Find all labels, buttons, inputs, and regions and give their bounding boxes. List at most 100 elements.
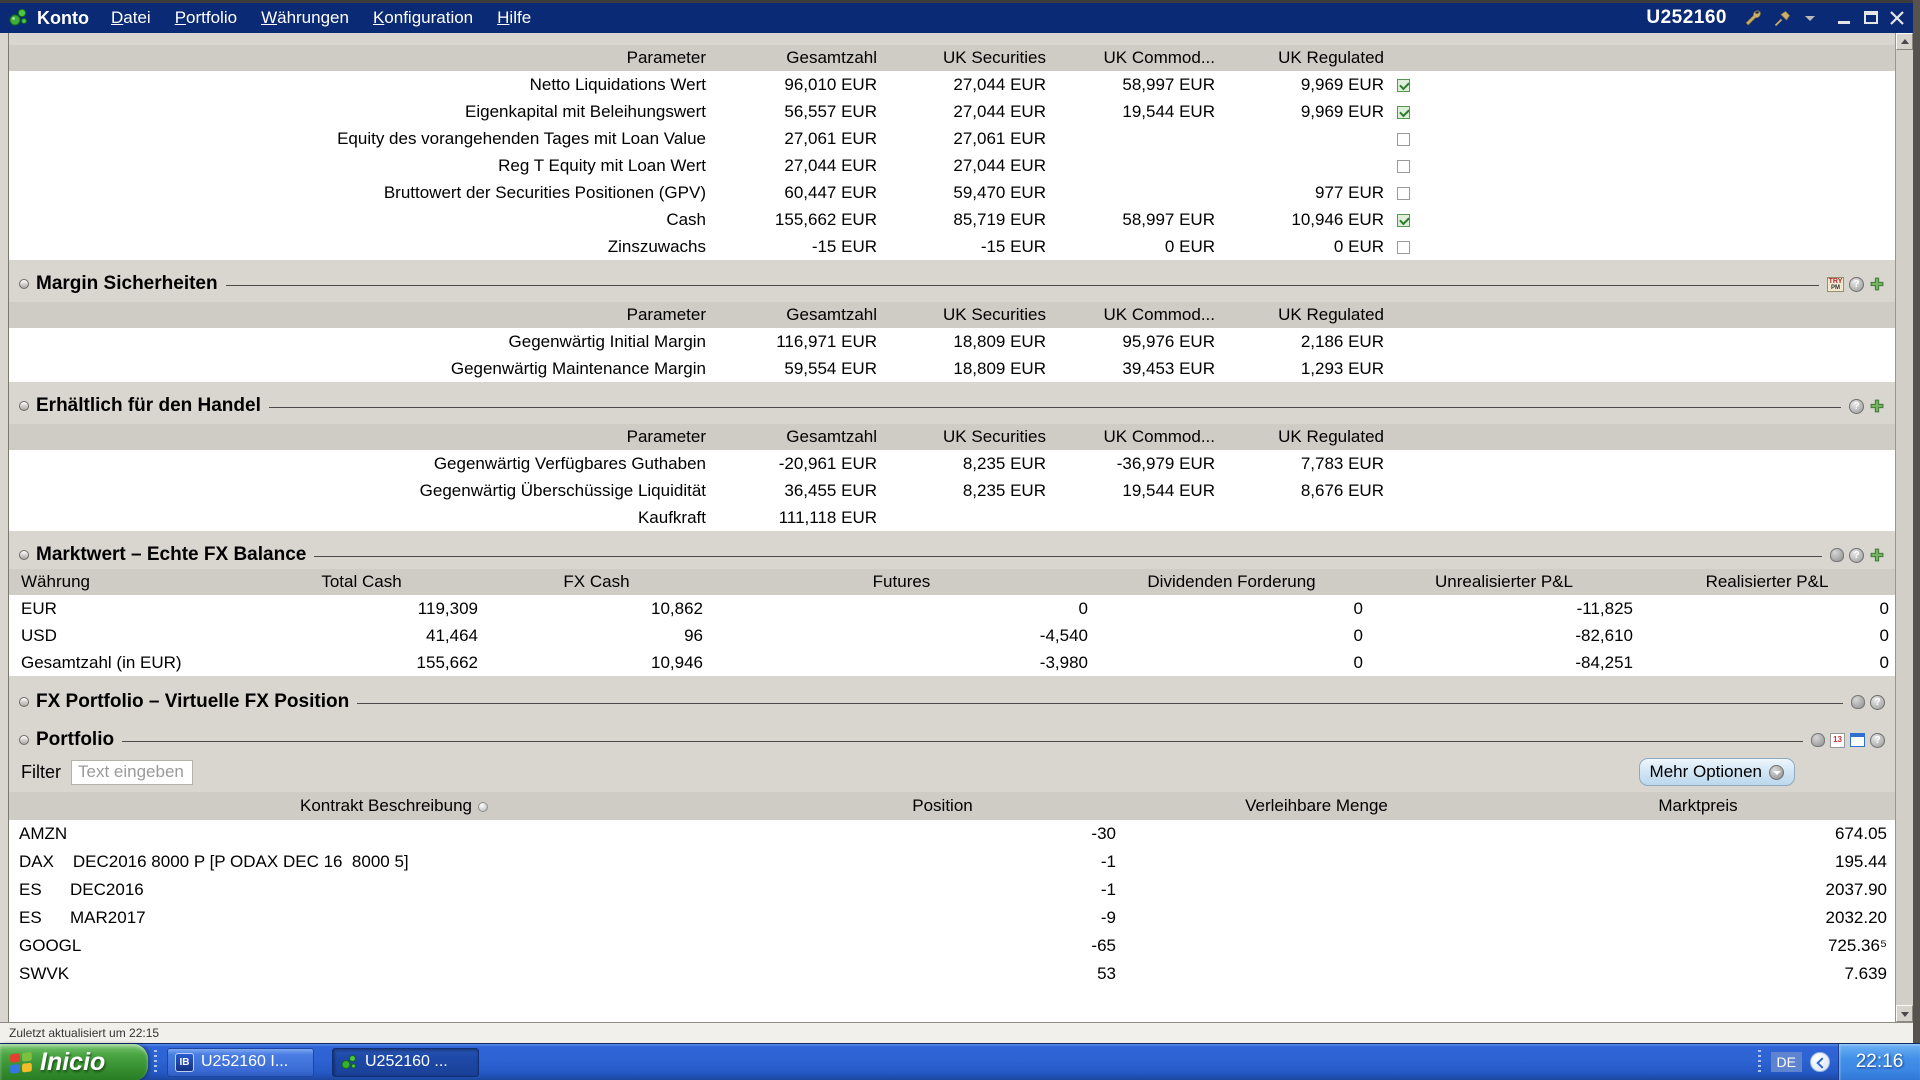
column-header-unrealized-pnl[interactable]: Unrealisierter P&L <box>1369 569 1639 595</box>
section-rule <box>268 406 1841 408</box>
column-header-uk-commod[interactable]: UK Commod... <box>1052 45 1221 71</box>
menu-portfolio[interactable]: Portfolio <box>174 8 238 27</box>
section-collapse-toggle[interactable] <box>19 550 29 560</box>
column-header-uk-commod[interactable]: UK Commod... <box>1052 424 1221 450</box>
column-header-parameter[interactable]: Parameter <box>9 424 714 450</box>
column-header-market-price[interactable]: Marktpreis <box>1509 792 1895 820</box>
cell-uk-regulated: 8,676 EUR <box>1300 480 1384 500</box>
table-row: Gegenwärtig Überschüssige Liquidität 36,… <box>9 477 1895 504</box>
vertical-scrollbar[interactable] <box>1895 33 1913 1022</box>
column-header-uk-securities[interactable]: UK Securities <box>883 424 1052 450</box>
portfolio-row[interactable]: ES DEC2016 -1 2037.90 <box>9 876 1895 904</box>
minimize-icon[interactable] <box>1837 11 1853 25</box>
cell-uk-securities: 27,061 EUR <box>953 128 1046 148</box>
help-icon[interactable]: ? <box>1870 732 1885 748</box>
portfolio-row[interactable]: GOOGL -65 725.36⁵ <box>9 932 1895 960</box>
table-row: Eigenkapital mit Beleihungswert 56,557 E… <box>9 98 1895 125</box>
column-header-uk-regulated[interactable]: UK Regulated <box>1221 424 1390 450</box>
portfolio-row[interactable]: DAX DEC2016 8000 P [P ODAX DEC 16 8000 5… <box>9 848 1895 876</box>
row-checkbox[interactable] <box>1396 159 1410 173</box>
table-row: Kaufkraft 111,118 EUR <box>9 504 1895 531</box>
cell-uk-securities: -15 EUR <box>980 236 1046 256</box>
column-header-parameter[interactable]: Parameter <box>9 45 714 71</box>
more-options-button[interactable]: Mehr Optionen <box>1638 758 1795 786</box>
cell-lendable <box>1124 932 1509 960</box>
pin-icon[interactable] <box>1773 8 1793 28</box>
column-header-uk-securities[interactable]: UK Securities <box>883 302 1052 328</box>
row-checkbox[interactable] <box>1396 240 1410 254</box>
try-pm-icon[interactable]: TRY PM <box>1827 276 1844 292</box>
tray-separator[interactable] <box>1757 1050 1761 1074</box>
menu-datei[interactable]: Datei <box>110 8 151 27</box>
cell-total: 155,662 EUR <box>774 209 877 229</box>
add-icon[interactable] <box>1869 276 1885 292</box>
portfolio-row[interactable]: SWVK 53 7.639 <box>9 960 1895 988</box>
column-header-uk-commod[interactable]: UK Commod... <box>1052 302 1221 328</box>
window-icon[interactable] <box>1850 733 1865 747</box>
caret-down-icon[interactable] <box>1805 15 1815 21</box>
maximize-icon[interactable] <box>1863 11 1879 25</box>
column-header-gesamtzahl[interactable]: Gesamtzahl <box>714 302 883 328</box>
hand-icon[interactable] <box>1830 548 1844 562</box>
help-icon[interactable]: ? <box>1849 398 1864 414</box>
section-collapse-toggle[interactable] <box>19 279 29 289</box>
menu-währungen[interactable]: Währungen <box>261 8 349 27</box>
table-row: Gegenwärtig Maintenance Margin 59,554 EU… <box>9 355 1895 382</box>
language-indicator[interactable]: DE <box>1770 1052 1802 1072</box>
taskbar-item-2[interactable]: U252160 ... <box>332 1047 479 1077</box>
scroll-up-icon[interactable] <box>1896 33 1913 50</box>
calendar-icon[interactable]: 13 <box>1830 732 1845 748</box>
column-header-uk-securities[interactable]: UK Securities <box>883 45 1052 71</box>
help-icon[interactable]: ? <box>1849 276 1864 292</box>
menu-hilfe[interactable]: Hilfe <box>497 8 532 27</box>
scroll-down-icon[interactable] <box>1896 1005 1913 1022</box>
start-button[interactable]: Inicio <box>0 1043 148 1080</box>
table-row: Equity des vorangehenden Tages mit Loan … <box>9 125 1895 152</box>
column-header-total-cash[interactable]: Total Cash <box>239 569 484 595</box>
row-checkbox[interactable] <box>1396 132 1410 146</box>
column-header-position[interactable]: Position <box>769 792 1124 820</box>
section-collapse-toggle[interactable] <box>19 735 29 745</box>
hand-icon[interactable] <box>1811 733 1825 747</box>
add-icon[interactable] <box>1869 398 1885 414</box>
section-collapse-toggle[interactable] <box>19 697 29 707</box>
row-checkbox[interactable] <box>1396 186 1410 200</box>
chevron-left-icon[interactable] <box>1810 1052 1830 1072</box>
help-icon[interactable]: ? <box>1870 694 1885 710</box>
cell-realized: 0 <box>1879 598 1889 618</box>
filter-input[interactable] <box>71 759 193 785</box>
row-checkbox[interactable] <box>1396 78 1410 92</box>
add-icon[interactable] <box>1869 547 1885 563</box>
column-header-gesamtzahl[interactable]: Gesamtzahl <box>714 424 883 450</box>
column-header-parameter[interactable]: Parameter <box>9 302 714 328</box>
column-header-lendable[interactable]: Verleihbare Menge <box>1124 792 1509 820</box>
wrench-icon[interactable] <box>1743 8 1763 28</box>
close-icon[interactable] <box>1889 11 1905 25</box>
sort-indicator-icon[interactable] <box>478 801 488 812</box>
hand-icon[interactable] <box>1851 695 1865 709</box>
portfolio-row[interactable]: ES MAR2017 -9 2032.20 <box>9 904 1895 932</box>
quick-launch-separator[interactable] <box>154 1050 157 1074</box>
table-header-row: Kontrakt Beschreibung Position Verleihba… <box>9 792 1895 820</box>
column-header-futures[interactable]: Futures <box>709 569 1094 595</box>
row-checkbox[interactable] <box>1396 213 1410 227</box>
column-header-contract[interactable]: Kontrakt Beschreibung <box>9 792 769 820</box>
column-header-currency[interactable]: Währung <box>9 569 239 595</box>
cell-contract: ES MAR2017 <box>19 908 146 927</box>
taskbar-item-1[interactable]: IB U252160 I... <box>167 1047 314 1077</box>
portfolio-row[interactable]: AMZN -30 674.05 <box>9 820 1895 848</box>
cell-uk-commod: 19,544 EUR <box>1122 480 1215 500</box>
column-header-uk-regulated[interactable]: UK Regulated <box>1221 45 1390 71</box>
column-header-uk-regulated[interactable]: UK Regulated <box>1221 302 1390 328</box>
section-collapse-toggle[interactable] <box>19 401 29 411</box>
section-portfolio: Portfolio 13 ? <box>9 728 1895 752</box>
menu-konfiguration[interactable]: Konfiguration <box>372 8 474 27</box>
cell-total-cash: 41,464 <box>426 625 478 645</box>
column-header-fx-cash[interactable]: FX Cash <box>484 569 709 595</box>
help-icon[interactable]: ? <box>1849 547 1864 563</box>
column-header-gesamtzahl[interactable]: Gesamtzahl <box>714 45 883 71</box>
row-checkbox[interactable] <box>1396 105 1410 119</box>
column-header-dividends[interactable]: Dividenden Forderung <box>1094 569 1369 595</box>
column-header-realized-pnl[interactable]: Realisierter P&L <box>1639 569 1895 595</box>
row-label: Bruttowert der Securities Positionen (GP… <box>383 182 706 202</box>
